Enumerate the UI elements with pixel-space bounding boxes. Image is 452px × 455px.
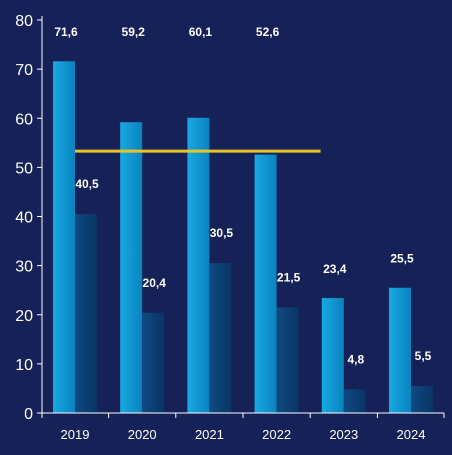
data-label-series-1-2019: 71,6	[54, 25, 78, 39]
bar-series-1-2019	[53, 61, 75, 413]
x-tick-label-2022: 2022	[262, 427, 291, 442]
data-label-series-1-2020: 59,2	[122, 25, 146, 39]
y-tick-label: 80	[15, 13, 33, 30]
x-tick-label-2019: 2019	[61, 427, 90, 442]
y-tick-label: 40	[15, 210, 33, 227]
y-tick-label: 10	[15, 357, 33, 374]
data-labels: 71,6 59,2 60,1 52,6 23,4 25,5 40,5 20,4 30,5 21,5…	[54, 25, 431, 366]
bar-series-1-2020	[120, 122, 143, 414]
x-axis: 2019 2020 2021 2022 2023 2024	[37, 412, 445, 442]
bar-series-2-2019	[75, 214, 97, 413]
x-tick-label-2023: 2023	[329, 427, 358, 442]
data-label-series-2-2021: 30,5	[210, 226, 234, 240]
data-label-series-1-2023: 23,4	[323, 262, 347, 276]
x-tick-label-2024: 2024	[397, 427, 426, 442]
data-label-series-2-2023: 4,8	[347, 352, 364, 366]
y-tick-label: 20	[15, 308, 33, 325]
bar-series-1-2022	[254, 154, 277, 414]
y-tick-label: 0	[24, 406, 33, 423]
data-label-series-1-2021: 60,1	[189, 25, 213, 39]
y-tick-label: 50	[15, 160, 33, 177]
data-label-series-1-2024: 25,5	[390, 252, 414, 266]
y-tick-label: 60	[15, 111, 33, 128]
bar-series-1-2023	[321, 298, 344, 413]
y-tick-label: 70	[15, 62, 33, 79]
bar-series-1-2024	[389, 287, 411, 413]
data-label-series-2-2024: 5,5	[415, 349, 432, 363]
bar-series-2-2022	[276, 307, 299, 413]
y-axis: 0 10 20 30 40 50 60 70 80	[15, 13, 43, 423]
bar-series-2-2020	[142, 312, 165, 413]
y-tick-label: 30	[15, 259, 33, 276]
x-tick-label-2020: 2020	[128, 427, 157, 442]
bar-series-1-2021	[187, 117, 210, 413]
bar-series-2-2021	[209, 263, 232, 413]
data-label-series-2-2022: 21,5	[277, 270, 301, 284]
bar-series-2-2024	[411, 385, 433, 413]
data-label-series-2-2020: 20,4	[143, 276, 167, 290]
data-label-series-1-2022: 52,6	[256, 25, 280, 39]
data-label-series-2-2019: 40,5	[75, 177, 99, 191]
bar-series-2-2023	[343, 389, 366, 413]
bars	[53, 61, 433, 414]
x-tick-label-2021: 2021	[195, 427, 224, 442]
